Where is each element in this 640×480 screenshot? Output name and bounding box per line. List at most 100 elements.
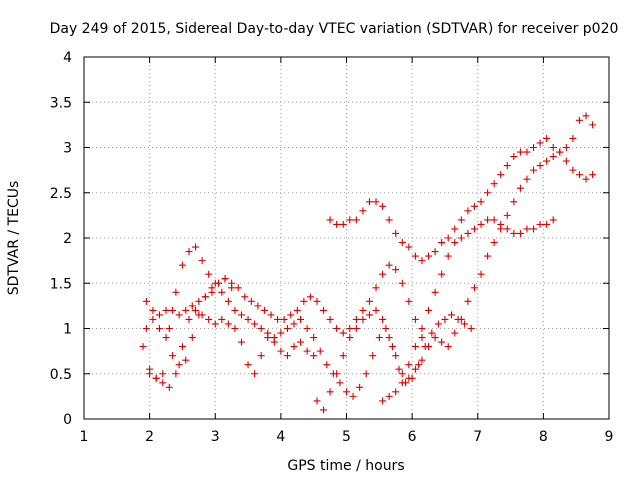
data-point [457, 234, 465, 242]
data-point [356, 383, 364, 391]
data-point [349, 392, 357, 400]
data-point [146, 370, 154, 378]
data-point [359, 315, 367, 323]
data-point [536, 220, 544, 228]
data-point [211, 320, 219, 328]
series-track-g [142, 275, 236, 369]
data-point [411, 315, 419, 323]
data-point [326, 388, 334, 396]
series-track-a [139, 243, 475, 400]
x-tick-label: 6 [408, 429, 417, 445]
data-point [477, 270, 485, 278]
data-point [516, 184, 524, 192]
data-point [343, 388, 350, 396]
data-point [155, 325, 163, 332]
data-point [392, 266, 400, 274]
y-tick-label: 0 [63, 412, 72, 428]
data-point [352, 216, 360, 224]
data-point [165, 383, 173, 391]
data-point [228, 284, 236, 292]
data-point [241, 293, 249, 301]
data-point [326, 315, 334, 323]
data-point [365, 297, 373, 305]
y-tick-label: 0.5 [50, 367, 72, 383]
data-point [359, 306, 367, 314]
data-point [523, 148, 531, 156]
data-point [385, 334, 393, 342]
data-point [530, 144, 538, 151]
data-point [503, 225, 511, 233]
data-point [543, 220, 551, 228]
x-tick-label: 9 [605, 429, 614, 445]
data-point [205, 270, 213, 278]
data-point [139, 343, 147, 351]
data-point [231, 325, 239, 332]
data-point [280, 315, 288, 323]
data-point [320, 406, 328, 414]
data-point [516, 229, 524, 237]
data-point [310, 352, 318, 360]
x-tick-label: 1 [80, 429, 89, 445]
data-point [287, 311, 295, 319]
y-tick-label: 3.5 [50, 95, 72, 111]
data-point [484, 216, 492, 224]
data-point [352, 325, 360, 332]
data-point [434, 320, 442, 328]
data-point [503, 162, 511, 170]
data-point [293, 306, 301, 314]
series-track-f [379, 148, 597, 405]
data-point [178, 261, 186, 269]
y-tick-label: 3 [63, 141, 72, 157]
data-point [484, 189, 492, 197]
data-point [457, 216, 465, 224]
x-tick-label: 7 [473, 429, 482, 445]
data-point [405, 374, 413, 382]
data-point [379, 397, 387, 405]
data-point [444, 234, 452, 242]
data-point [326, 216, 334, 224]
data-point [431, 334, 439, 342]
data-point [379, 270, 387, 278]
data-point [398, 370, 406, 378]
data-point [300, 297, 308, 305]
data-point [503, 211, 511, 219]
data-point [224, 297, 232, 305]
data-point [589, 121, 597, 129]
data-point [297, 338, 305, 346]
data-point [333, 325, 341, 332]
data-point [556, 148, 564, 156]
data-point [562, 144, 570, 151]
data-point [562, 157, 570, 165]
y-axis-label: SDTVAR / TECUs [6, 181, 22, 296]
data-point [441, 315, 449, 323]
data-point [218, 288, 226, 296]
data-point [188, 334, 196, 342]
axis-ticks [83, 56, 610, 420]
data-point [589, 171, 597, 179]
data-point [549, 153, 557, 161]
data-point [323, 361, 331, 369]
x-tick-label: 2 [145, 429, 154, 445]
data-point [303, 325, 311, 332]
data-point [451, 329, 459, 337]
data-point [372, 198, 380, 206]
data-point [464, 207, 472, 215]
data-point [418, 356, 426, 364]
data-point [169, 352, 177, 360]
data-point [467, 325, 475, 332]
data-point [523, 175, 531, 183]
data-point [162, 306, 170, 314]
data-point [251, 320, 259, 328]
data-point [438, 239, 446, 247]
data-point [159, 370, 167, 378]
data-point [310, 334, 318, 342]
data-point [497, 171, 505, 179]
data-point [418, 257, 426, 265]
data-point [152, 374, 160, 382]
data-point [155, 311, 163, 319]
data-point [251, 370, 259, 378]
series-track-d [313, 216, 557, 414]
data-point [372, 306, 380, 314]
data-point [379, 202, 387, 210]
data-point [316, 347, 324, 355]
